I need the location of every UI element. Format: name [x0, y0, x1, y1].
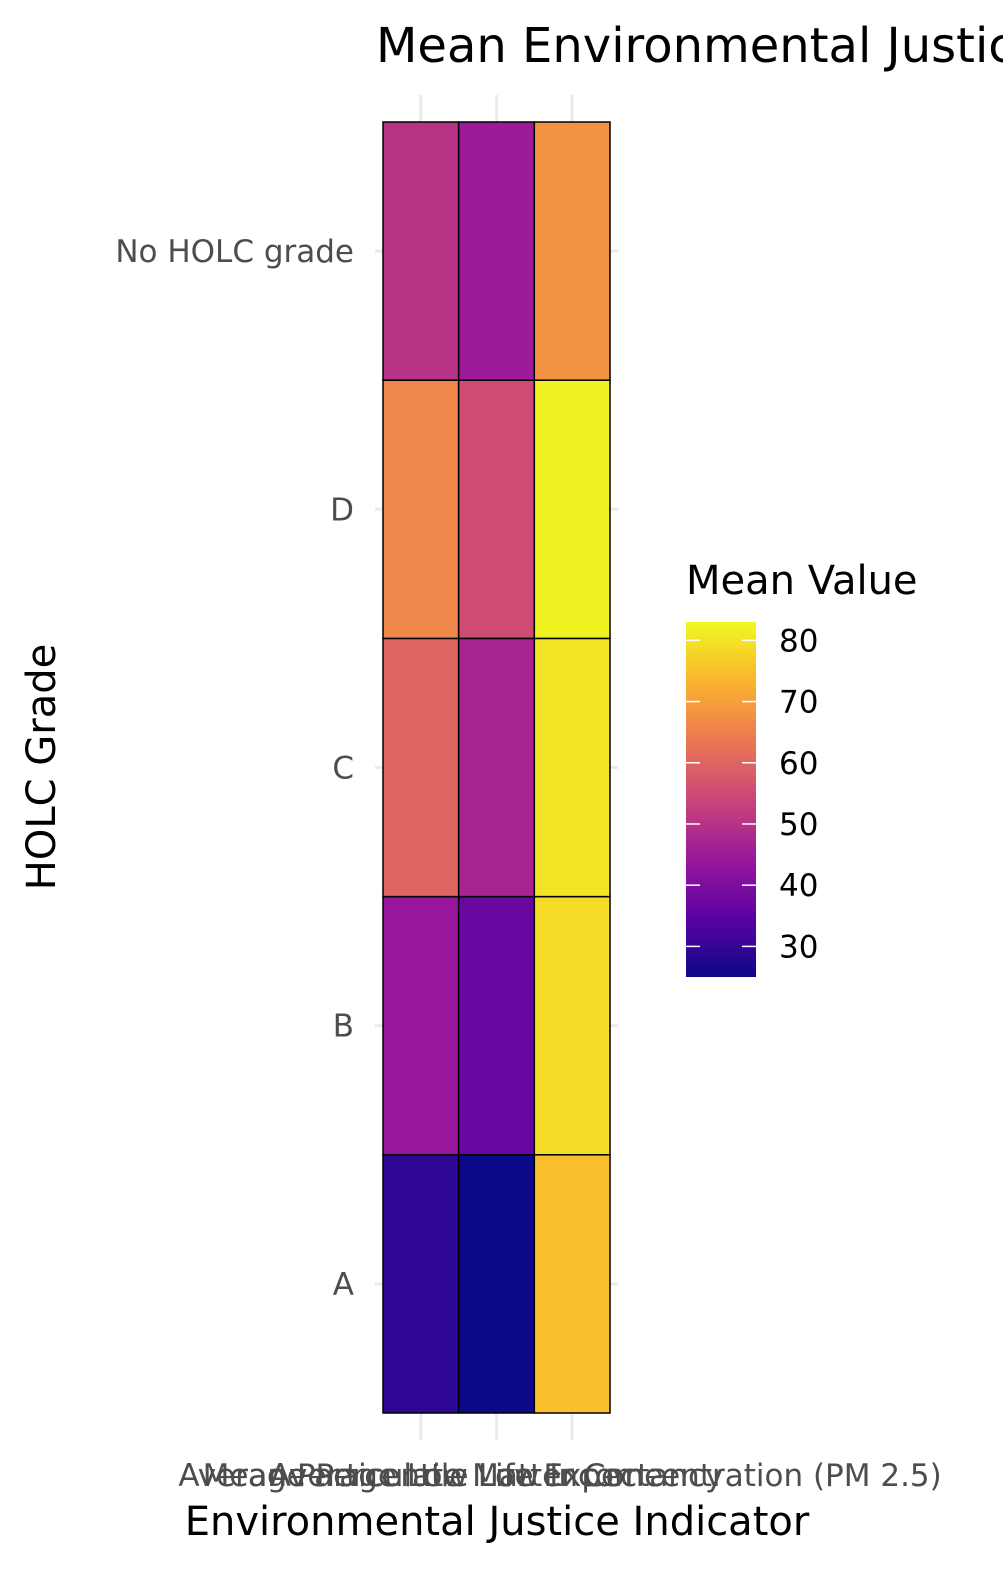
heatmap-cell: [457, 379, 536, 640]
y-tick-label: C: [332, 751, 354, 787]
heatmap-cell: [382, 379, 460, 640]
heatmap-cell: [382, 121, 460, 381]
color-legend: Mean Value 30 40 50 60 70 80: [686, 558, 918, 977]
x-tick-label: Average Percentile Low Income: [178, 1458, 663, 1494]
legend-tick-label: 70: [779, 685, 818, 721]
legend-colorbar: [686, 622, 756, 977]
legend-tick-label: 30: [779, 929, 818, 965]
y-tick-label: B: [333, 1009, 354, 1045]
y-axis-ticks: A B C D No HOLC grade: [115, 234, 354, 1303]
heatmap-cells: [382, 121, 611, 1414]
heatmap-cell: [382, 1154, 460, 1414]
heatmap-cell: [382, 637, 460, 898]
heatmap-cell: [457, 121, 536, 381]
legend-tick-label: 40: [779, 868, 818, 904]
x-tick-label: Average Low Life Expectancy: [270, 1458, 724, 1494]
heatmap-cell: [533, 379, 611, 640]
heatmap-cell: [457, 1154, 536, 1414]
heatmap-cell: [457, 895, 536, 1156]
heatmap-cell: [457, 637, 536, 898]
x-tick-label: Mean Particulate Matter Concentration (P…: [203, 1458, 942, 1494]
legend-ticks: 30 40 50 60 70 80: [686, 623, 818, 965]
heatmap-cell: [533, 121, 611, 381]
legend-tick-label: 80: [779, 623, 818, 659]
legend-tick-label: 60: [779, 746, 818, 782]
heatmap-cell: [533, 637, 611, 898]
x-axis-title: Environmental Justice Indicator: [185, 1499, 810, 1545]
legend-tick-label: 50: [779, 807, 818, 843]
y-axis-title: HOLC Grade: [19, 644, 65, 890]
y-tick-label: D: [330, 492, 354, 528]
heatmap-cell: [533, 895, 611, 1156]
y-tick-label: No HOLC grade: [115, 234, 354, 270]
heatmap-cell: [533, 1154, 611, 1414]
legend-title: Mean Value: [686, 558, 918, 604]
chart-title: Mean Environmental Justice Indicators by…: [376, 18, 1003, 74]
heatmap-cell: [382, 895, 460, 1156]
y-tick-label: A: [333, 1267, 354, 1303]
